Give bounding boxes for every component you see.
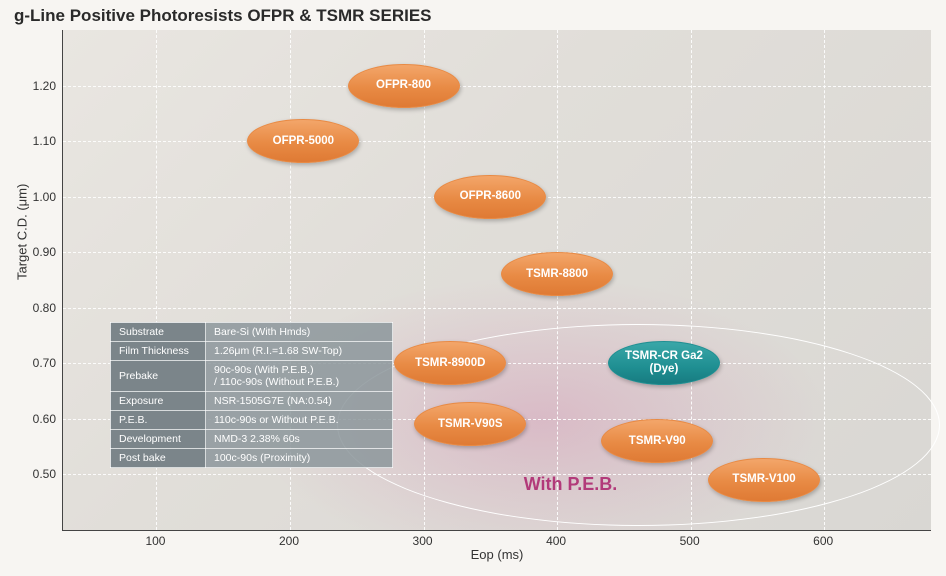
y-tick: 0.50 [16,467,56,481]
x-axis-label: Eop (ms) [471,547,524,562]
grid-horizontal [63,141,931,142]
table-row: ExposureNSR-1505G7E (NA:0.54) [111,392,393,411]
y-tick: 0.70 [16,356,56,370]
table-cell-key: Exposure [111,392,206,411]
table-cell-value: NSR-1505G7E (NA:0.54) [206,392,393,411]
table-cell-key: Development [111,430,206,449]
table-row: Prebake90c-90s (With P.E.B.)/ 110c-90s (… [111,361,393,392]
table-row: SubstrateBare-Si (With Hmds) [111,323,393,342]
table-cell-key: P.E.B. [111,411,206,430]
data-bubble: OFPR-5000 [247,119,359,163]
table-cell-value: NMD-3 2.38% 60s [206,430,393,449]
y-tick: 1.10 [16,134,56,148]
data-bubble: OFPR-800 [348,64,460,108]
x-tick: 500 [680,534,700,548]
page-title: g-Line Positive Photoresists OFPR & TSMR… [14,6,432,26]
conditions-table: SubstrateBare-Si (With Hmds)Film Thickne… [110,322,393,468]
y-tick: 0.80 [16,301,56,315]
table-row: Post bake100c-90s (Proximity) [111,449,393,468]
y-tick: 1.20 [16,79,56,93]
x-tick: 200 [279,534,299,548]
grid-horizontal [63,308,931,309]
table-row: DevelopmentNMD-3 2.38% 60s [111,430,393,449]
x-tick: 100 [145,534,165,548]
x-tick: 300 [413,534,433,548]
data-bubble: OFPR-8600 [434,175,546,219]
y-tick: 0.90 [16,245,56,259]
table-cell-value: 1.26μm (R.I.=1.68 SW-Top) [206,342,393,361]
table-cell-key: Post bake [111,449,206,468]
table-cell-key: Film Thickness [111,342,206,361]
table-cell-value: 100c-90s (Proximity) [206,449,393,468]
table-cell-value: 90c-90s (With P.E.B.)/ 110c-90s (Without… [206,361,393,392]
x-tick: 400 [546,534,566,548]
table-cell-value: Bare-Si (With Hmds) [206,323,393,342]
peb-label: With P.E.B. [524,474,618,495]
grid-horizontal [63,86,931,87]
table-row: P.E.B.110c-90s or Without P.E.B. [111,411,393,430]
data-bubble: TSMR-CR Ga2(Dye) [608,341,720,385]
data-bubble: TSMR-V90 [601,419,713,463]
data-bubble: TSMR-V100 [708,458,820,502]
data-bubble: TSMR-8800 [501,252,613,296]
y-tick: 1.00 [16,190,56,204]
table-row: Film Thickness1.26μm (R.I.=1.68 SW-Top) [111,342,393,361]
table-cell-key: Prebake [111,361,206,392]
y-tick: 0.60 [16,412,56,426]
table-cell-value: 110c-90s or Without P.E.B. [206,411,393,430]
x-tick: 600 [813,534,833,548]
grid-horizontal [63,252,931,253]
table-cell-key: Substrate [111,323,206,342]
